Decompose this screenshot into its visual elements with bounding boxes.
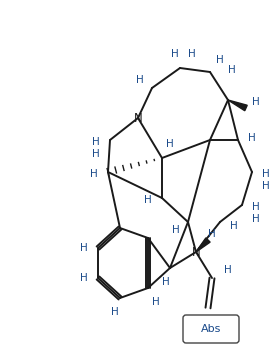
Text: H: H bbox=[252, 97, 260, 107]
Text: N: N bbox=[192, 245, 200, 258]
Text: H: H bbox=[216, 55, 224, 65]
Text: H: H bbox=[252, 214, 260, 224]
Text: H: H bbox=[80, 273, 88, 283]
Text: H: H bbox=[152, 297, 160, 307]
Text: H: H bbox=[162, 277, 170, 287]
Text: H: H bbox=[166, 139, 174, 149]
Text: H: H bbox=[188, 49, 196, 59]
Text: H: H bbox=[230, 221, 238, 231]
Text: H: H bbox=[262, 181, 270, 191]
Text: H: H bbox=[224, 265, 232, 275]
Text: H: H bbox=[111, 307, 119, 317]
Text: Abs: Abs bbox=[201, 324, 221, 334]
Polygon shape bbox=[228, 100, 247, 111]
Text: H: H bbox=[90, 169, 98, 179]
Text: H: H bbox=[252, 202, 260, 212]
Text: H: H bbox=[92, 149, 100, 159]
Polygon shape bbox=[196, 238, 210, 252]
Text: H: H bbox=[172, 225, 180, 235]
Text: H: H bbox=[92, 137, 100, 147]
Text: H: H bbox=[228, 65, 236, 75]
FancyBboxPatch shape bbox=[183, 315, 239, 343]
Text: N: N bbox=[134, 112, 142, 125]
Text: H: H bbox=[80, 243, 88, 253]
Text: H: H bbox=[262, 169, 270, 179]
Text: H: H bbox=[144, 195, 152, 205]
Text: H: H bbox=[248, 133, 256, 143]
Text: H: H bbox=[171, 49, 179, 59]
Text: H: H bbox=[208, 229, 216, 239]
Text: H: H bbox=[136, 75, 144, 85]
